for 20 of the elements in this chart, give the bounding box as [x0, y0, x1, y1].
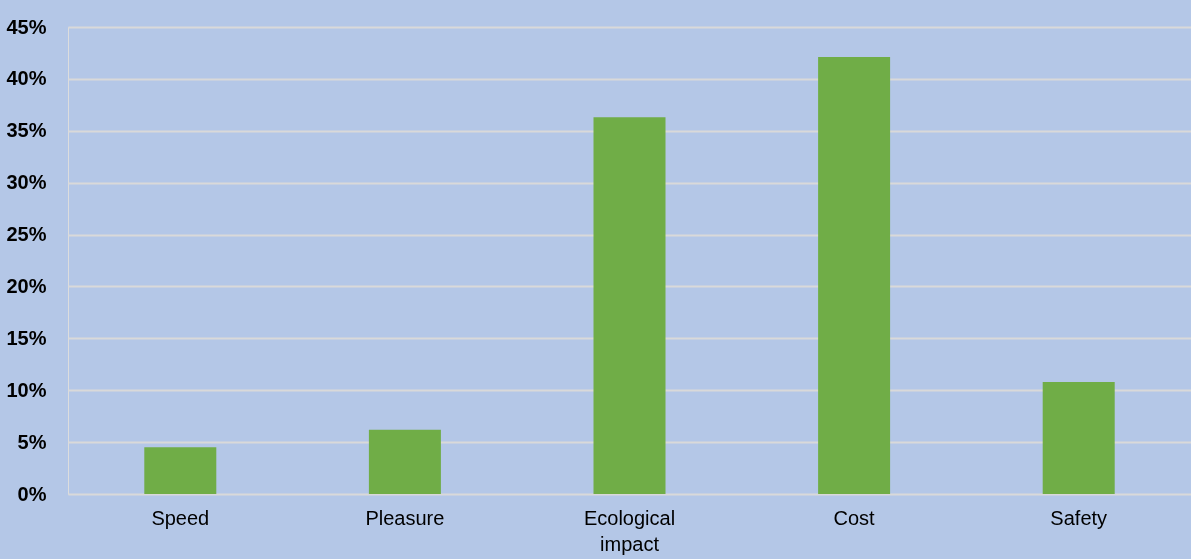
- bar: [593, 117, 666, 494]
- x-tick-label: Speed: [151, 506, 210, 529]
- y-tick-label: 25%: [6, 223, 47, 246]
- bar: [818, 57, 891, 494]
- y-tick-label: 10%: [6, 378, 47, 401]
- y-tick-label: 5%: [17, 430, 47, 453]
- y-tick-label: 30%: [6, 171, 47, 194]
- y-tick-label: 35%: [6, 119, 47, 142]
- y-tick-label: 20%: [6, 274, 47, 297]
- bar: [1042, 381, 1115, 494]
- y-tick-label: 40%: [6, 67, 47, 90]
- bar: [144, 447, 217, 494]
- y-tick-label: 45%: [6, 15, 47, 38]
- x-tick-label: Cost: [833, 506, 876, 529]
- x-tick-label: Pleasure: [365, 506, 445, 529]
- x-tick-label: Ecological impact: [583, 506, 676, 555]
- bar: [368, 429, 441, 494]
- y-tick-label: 15%: [6, 326, 47, 349]
- y-tick-label: 0%: [17, 482, 47, 505]
- x-tick-label: Safety: [1050, 506, 1108, 529]
